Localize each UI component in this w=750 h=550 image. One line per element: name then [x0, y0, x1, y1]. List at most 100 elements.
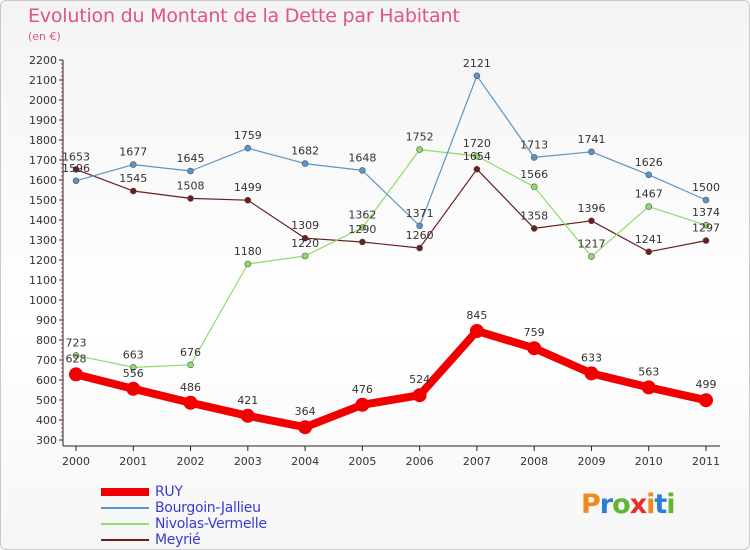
y-tick-label: 900 — [36, 314, 57, 327]
data-label-bourgoin-jallieu: 1648 — [348, 151, 376, 164]
data-point-meyri — [244, 196, 252, 204]
data-point-nivolas-vermelle — [72, 352, 80, 359]
x-tick-label: 2008 — [520, 455, 548, 468]
data-point-bourgoin-jallieu — [301, 160, 309, 167]
data-point-bourgoin-jallieu — [645, 171, 653, 179]
y-tick-label: 300 — [36, 434, 57, 447]
data-point-ruy — [240, 408, 255, 423]
data-label-meyri: 1290 — [348, 223, 376, 236]
y-tick-label: 1100 — [29, 274, 57, 287]
data-point-nivolas-vermelle — [359, 224, 366, 231]
y-tick-label: 1400 — [29, 214, 57, 227]
data-point-nivolas-vermelle — [702, 221, 710, 229]
legend-swatch — [101, 488, 149, 496]
data-label-ruy: 421 — [237, 394, 258, 407]
data-point-nivolas-vermelle — [416, 146, 423, 153]
data-point-nivolas-vermelle — [244, 260, 252, 268]
data-label-nivolas-vermelle: 1217 — [577, 238, 605, 251]
y-tick-label: 1500 — [29, 194, 57, 207]
data-label-bourgoin-jallieu: 1500 — [692, 181, 720, 194]
data-label-meyri: 1654 — [463, 150, 491, 163]
data-label-nivolas-vermelle: 663 — [123, 348, 144, 361]
data-point-ruy — [469, 324, 484, 338]
legend-swatch — [101, 523, 149, 525]
data-label-nivolas-vermelle: 1220 — [291, 237, 319, 250]
data-label-ruy: 499 — [696, 378, 717, 391]
series-line-ruy — [72, 327, 710, 432]
data-labels: 1653 1545 1508 1499 1309 1290 1260 1654 1358 1396… — [62, 57, 720, 418]
line-chart: 300 400 500 600 700 800 900 1000 1100 1200 1300 140… — [29, 54, 720, 468]
data-label-meyri: 1499 — [234, 181, 262, 194]
data-point-nivolas-vermelle — [645, 203, 653, 210]
data-label-meyri: 1241 — [635, 233, 663, 246]
data-label-meyri: 1545 — [119, 172, 147, 185]
data-label-ruy: 759 — [524, 326, 545, 339]
logo-letter: r — [599, 489, 613, 520]
y-tick-label: 1000 — [29, 294, 57, 307]
data-label-nivolas-vermelle: 723 — [66, 336, 87, 349]
data-point-meyri — [359, 238, 366, 246]
data-label-ruy: 633 — [581, 351, 602, 364]
data-label-meyri: 1358 — [520, 209, 548, 222]
y-tick-label: 2200 — [29, 54, 57, 67]
y-tick-label: 400 — [36, 414, 57, 427]
data-point-ruy — [183, 395, 198, 410]
x-tick-label: 2001 — [119, 455, 147, 468]
data-label-meyri: 1309 — [291, 219, 319, 232]
data-label-ruy: 563 — [638, 365, 659, 378]
x-tick-label: 2011 — [692, 455, 720, 468]
chart-subtitle: (en €) — [28, 30, 61, 43]
y-tick-label: 2000 — [29, 94, 57, 107]
data-label-ruy: 364 — [295, 405, 316, 418]
data-point-bourgoin-jallieu — [129, 161, 137, 168]
logo-letter: t — [654, 489, 667, 520]
y-tick-label: 2100 — [29, 74, 57, 87]
logo-letter: o — [612, 489, 631, 520]
x-tick-label: 2004 — [291, 455, 319, 468]
legend-label: Nivolas-Vermelle — [155, 516, 267, 532]
data-point-bourgoin-jallieu — [473, 72, 481, 80]
data-point-ruy — [699, 393, 713, 408]
data-label-bourgoin-jallieu: 1741 — [577, 133, 605, 146]
data-label-bourgoin-jallieu: 1759 — [234, 129, 262, 142]
x-tick-label: 2000 — [62, 455, 90, 468]
logo-letter: x — [629, 489, 647, 520]
series-line-nivolas-vermelle — [75, 149, 707, 368]
data-label-nivolas-vermelle: 1180 — [234, 245, 262, 258]
x-tick-label: 2009 — [577, 455, 605, 468]
data-point-bourgoin-jallieu — [187, 167, 194, 175]
logo-letter: P — [581, 489, 601, 520]
data-point-meyri — [588, 217, 595, 225]
x-tick-label: 2003 — [234, 455, 262, 468]
data-point-meyri — [129, 187, 137, 195]
x-tick-label: 2007 — [463, 455, 491, 468]
data-label-bourgoin-jallieu: 1596 — [62, 162, 90, 175]
data-label-bourgoin-jallieu: 1713 — [520, 138, 548, 151]
x-tick-label: 2002 — [177, 455, 205, 468]
data-point-nivolas-vermelle — [588, 253, 595, 260]
data-label-meyri: 1653 — [62, 150, 90, 163]
y-tick-label: 800 — [36, 334, 57, 347]
y-tick-label: 600 — [36, 374, 57, 387]
data-point-ruy — [298, 420, 313, 435]
data-point-meyri — [416, 244, 423, 252]
data-point-bourgoin-jallieu — [588, 148, 595, 156]
data-point-bourgoin-jallieu — [359, 167, 366, 174]
data-label-nivolas-vermelle: 1362 — [348, 209, 376, 222]
data-label-meyri: 1260 — [406, 229, 434, 242]
data-point-nivolas-vermelle — [473, 152, 481, 160]
data-point-meyri — [301, 234, 309, 242]
data-label-meyri: 1396 — [577, 202, 605, 215]
y-tick-label: 700 — [36, 354, 57, 367]
data-label-bourgoin-jallieu: 1682 — [291, 145, 319, 158]
data-label-meyri: 1508 — [177, 179, 205, 192]
data-point-bourgoin-jallieu — [244, 144, 252, 152]
data-point-ruy — [355, 397, 370, 412]
data-label-ruy: 845 — [466, 309, 487, 322]
data-label-ruy: 628 — [66, 352, 87, 365]
data-point-nivolas-vermelle — [301, 252, 309, 260]
data-point-ruy — [126, 381, 141, 396]
data-point-meyri — [645, 248, 653, 256]
data-label-ruy: 556 — [123, 367, 144, 380]
